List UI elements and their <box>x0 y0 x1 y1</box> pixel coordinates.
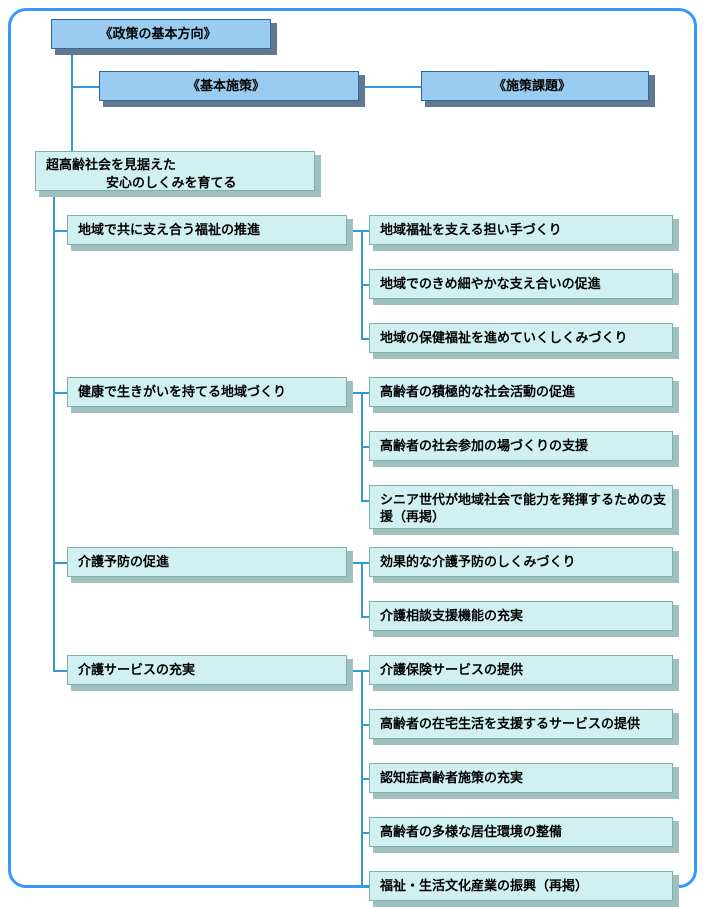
header-basic: 《基本施策》 <box>99 71 359 101</box>
issue-0-0: 地域福祉を支える担い手づくり <box>369 215 673 245</box>
issue-1-1-label: 高齢者の社会参加の場づくりの支援 <box>380 432 588 460</box>
policy-1: 健康で生きがいを持てる地域づくり <box>67 377 347 407</box>
issue-3-2: 認知症高齢者施策の充実 <box>369 763 673 793</box>
issue-3-4: 福祉・生活文化産業の振興（再掲） <box>369 871 673 901</box>
policy-0-label: 地域で共に支え合う福祉の推進 <box>78 216 260 244</box>
issue-0-2: 地域の保健福祉を進めていくしくみづくり <box>369 323 673 353</box>
issue-0-2-label: 地域の保健福祉を進めていくしくみづくり <box>380 324 628 352</box>
policy-2: 介護予防の促進 <box>67 547 347 577</box>
header-basic-label: 《基本施策》 <box>187 72 265 100</box>
policy-3: 介護サービスの充実 <box>67 655 347 685</box>
header-issues-label: 《施策課題》 <box>493 72 571 100</box>
issue-1-1: 高齢者の社会参加の場づくりの支援 <box>369 431 673 461</box>
issue-2-1-label: 介護相談支援機能の充実 <box>380 602 523 630</box>
diagram-frame: 《政策の基本方向》《基本施策》 《施策課題》超高齢社会を見据えた安心のしくみを育て… <box>8 8 697 888</box>
header-root: 《政策の基本方向》 <box>51 19 271 49</box>
issue-0-0-label: 地域福祉を支える担い手づくり <box>380 216 562 244</box>
issue-0-1: 地域でのきめ細やかな支え合いの促進 <box>369 269 673 299</box>
policy-1-label: 健康で生きがいを持てる地域づくり <box>78 378 286 406</box>
goal-line1: 超高齢社会を見据えた <box>46 156 306 174</box>
issue-2-0-label: 効果的な介護予防のしくみづくり <box>380 548 576 576</box>
goal-box: 超高齢社会を見据えた安心のしくみを育てる <box>35 151 315 191</box>
issue-3-3-label: 高齢者の多様な居住環境の整備 <box>380 818 562 846</box>
issue-2-1: 介護相談支援機能の充実 <box>369 601 673 631</box>
issue-2-0: 効果的な介護予防のしくみづくり <box>369 547 673 577</box>
issue-3-1-label: 高齢者の在宅生活を支援するサービスの提供 <box>380 710 640 738</box>
header-issues: 《施策課題》 <box>421 71 649 101</box>
issue-0-1-label: 地域でのきめ細やかな支え合いの促進 <box>380 270 601 298</box>
issue-3-3: 高齢者の多様な居住環境の整備 <box>369 817 673 847</box>
issue-3-0-label: 介護保険サービスの提供 <box>380 656 523 684</box>
goal-line2: 安心のしくみを育てる <box>46 174 306 192</box>
goal-text: 超高齢社会を見据えた安心のしくみを育てる <box>46 156 306 192</box>
issue-3-2-label: 認知症高齢者施策の充実 <box>380 764 523 792</box>
header-root-label: 《政策の基本方向》 <box>99 20 216 48</box>
policy-0: 地域で共に支え合う福祉の推進 <box>67 215 347 245</box>
issue-3-1: 高齢者の在宅生活を支援するサービスの提供 <box>369 709 673 739</box>
issue-3-0: 介護保険サービスの提供 <box>369 655 673 685</box>
issue-1-2: シニア世代が地域社会で能力を発揮するための支援（再掲） <box>369 485 673 529</box>
policy-3-label: 介護サービスの充実 <box>78 656 195 684</box>
issue-1-2-label: シニア世代が地域社会で能力を発揮するための支援（再掲） <box>380 492 666 526</box>
policy-2-label: 介護予防の促進 <box>78 548 169 576</box>
issue-1-0-label: 高齢者の積極的な社会活動の促進 <box>380 378 575 406</box>
issue-1-0: 高齢者の積極的な社会活動の促進 <box>369 377 673 407</box>
